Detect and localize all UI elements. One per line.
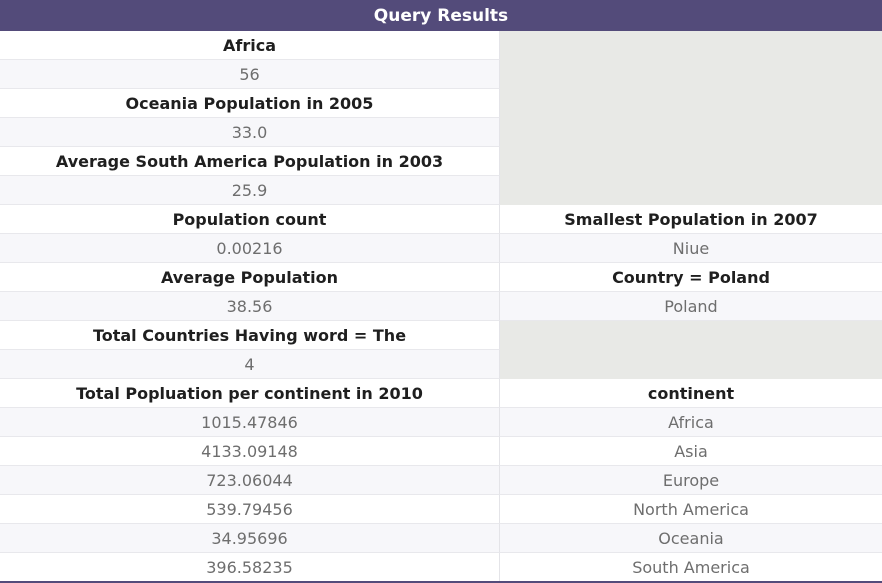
empty-cell <box>500 31 882 60</box>
table-column-header: Total Popluation per continent in 2010 <box>0 379 500 408</box>
table-cell-continent: Oceania <box>500 524 882 553</box>
result-value: 25.9 <box>0 176 500 205</box>
table-cell-population: 539.79456 <box>0 495 500 524</box>
table-cell-continent: Asia <box>500 437 882 466</box>
result-heading: Average South America Population in 2003 <box>0 147 500 176</box>
table-cell-population: 4133.09148 <box>0 437 500 466</box>
empty-cell <box>500 176 882 205</box>
table-cell-population: 34.95696 <box>0 524 500 553</box>
empty-cell <box>500 350 882 379</box>
result-heading: Average Population <box>0 263 500 292</box>
empty-cell <box>500 321 882 350</box>
empty-cell <box>500 147 882 176</box>
result-value: 56 <box>0 60 500 89</box>
result-heading: Oceania Population in 2005 <box>0 89 500 118</box>
empty-cell <box>500 60 882 89</box>
result-value: 33.0 <box>0 118 500 147</box>
empty-cell <box>500 89 882 118</box>
result-heading: Total Countries Having word = The <box>0 321 500 350</box>
result-value: Niue <box>500 234 882 263</box>
empty-cell <box>500 118 882 147</box>
table-cell-continent: Africa <box>500 408 882 437</box>
results-grid: Africa 56 Oceania Population in 2005 33.… <box>0 31 882 582</box>
table-cell-continent: South America <box>500 553 882 582</box>
result-heading: Population count <box>0 205 500 234</box>
result-value: 4 <box>0 350 500 379</box>
result-value: 0.00216 <box>0 234 500 263</box>
table-cell-population: 396.58235 <box>0 553 500 582</box>
result-heading: Country = Poland <box>500 263 882 292</box>
result-heading: Africa <box>0 31 500 60</box>
result-value: 38.56 <box>0 292 500 321</box>
panel-title: Query Results <box>0 0 882 31</box>
table-cell-continent: Europe <box>500 466 882 495</box>
table-cell-population: 1015.47846 <box>0 408 500 437</box>
bottom-border <box>0 581 882 583</box>
table-cell-continent: North America <box>500 495 882 524</box>
result-value: Poland <box>500 292 882 321</box>
table-column-header: continent <box>500 379 882 408</box>
table-cell-population: 723.06044 <box>0 466 500 495</box>
result-heading: Smallest Population in 2007 <box>500 205 882 234</box>
